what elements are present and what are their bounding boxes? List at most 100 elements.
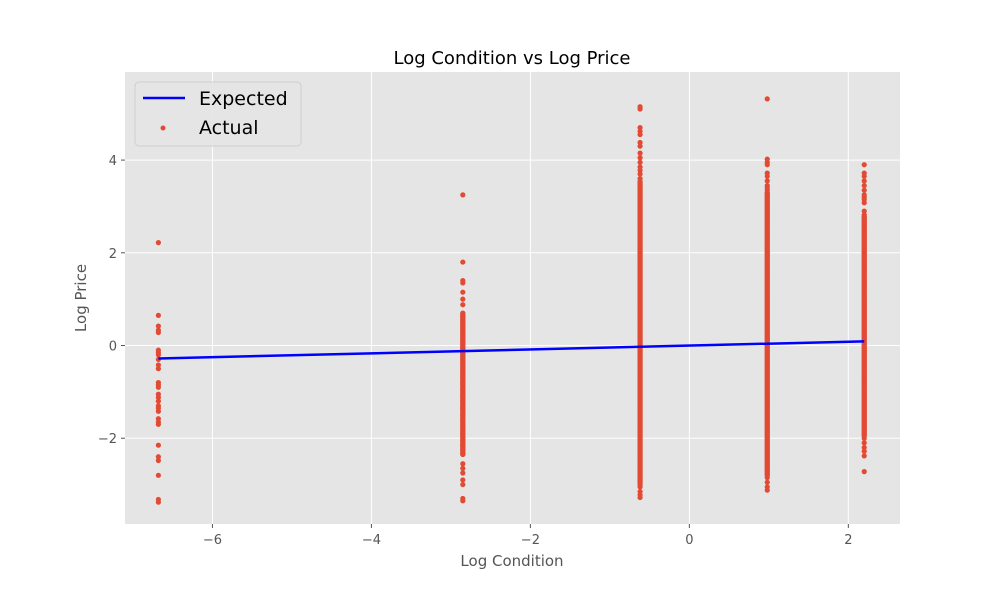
actual-point [460,325,466,331]
actual-point [460,351,466,357]
actual-point [861,453,867,459]
actual-point [460,393,466,400]
actual-point [460,375,466,381]
actual-point [637,494,643,501]
actual-point [155,323,161,329]
x-tick-label: −6 [203,533,222,548]
actual-point [155,421,161,427]
actual-point [460,289,466,295]
legend-actual-label: Actual [199,117,259,139]
actual-point [460,329,466,335]
actual-point [460,380,466,387]
actual-point [861,187,867,193]
actual-point [460,362,466,368]
plot-background [125,72,900,524]
y-tick-label: −2 [98,432,117,447]
legend: Expected Actual [134,81,302,147]
actual-point [637,167,643,173]
actual-point [460,405,466,411]
actual-point [460,442,466,448]
actual-point [861,435,867,441]
actual-point [460,368,466,374]
actual-point [460,437,466,444]
grid-lines [125,72,900,524]
actual-point [155,240,161,246]
actual-point [460,447,466,453]
y-tick-label: 2 [109,247,117,262]
actual-point [460,337,466,343]
actual-point [861,182,867,189]
tick-labels: −6 −4 −2 0 2 −2 0 2 4 [98,154,853,548]
actual-point [460,280,466,286]
actual-point [637,155,643,161]
actual-points [155,96,867,505]
actual-point [155,499,161,505]
actual-point [460,296,466,302]
actual-point [460,310,466,316]
actual-point [637,106,643,112]
actual-point [155,472,161,478]
expected-line-group [158,340,865,360]
actual-point [764,162,770,168]
actual-point [155,394,161,401]
actual-point [764,187,770,193]
actual-point [155,352,161,358]
expected-line [158,340,865,360]
actual-point [460,470,466,476]
actual-point [155,329,161,336]
actual-point [764,178,770,184]
actual-point [460,192,466,198]
actual-point [460,424,466,430]
y-axis-label: Log Price [72,264,90,332]
actual-point [155,398,161,404]
actual-point [460,431,466,437]
actual-point [861,444,867,451]
actual-point [764,475,770,481]
actual-point [460,477,466,483]
actual-point [637,159,643,165]
actual-point [460,418,466,424]
actual-point [155,408,161,414]
actual-point [155,384,161,390]
actual-point [637,484,643,490]
actual-point [460,412,466,418]
actual-point [460,451,466,458]
x-tick-label: 0 [685,533,693,548]
actual-point [637,171,643,177]
actual-point [637,143,643,149]
actual-point [460,317,466,323]
actual-point [764,479,770,485]
actual-point [861,200,867,206]
x-tick-label: −2 [521,533,540,548]
actual-point [637,150,643,156]
actual-point [861,208,867,214]
actual-point [460,498,466,504]
legend-actual-swatch [160,125,166,131]
actual-point [861,162,867,168]
actual-point [460,356,466,363]
actual-point [460,461,466,467]
actual-point [460,259,466,265]
actual-point [637,125,643,131]
actual-point [637,176,643,182]
actual-point [861,178,867,184]
actual-point [155,454,161,460]
actual-point [460,481,466,488]
actual-point [861,448,867,454]
actual-point [460,333,466,339]
actual-point [460,465,466,471]
actual-point [861,212,867,218]
actual-point [460,398,466,404]
actual-point [460,386,466,393]
actual-point [460,345,466,351]
actual-point [637,131,643,138]
actual-point [155,362,161,368]
actual-point [460,302,466,308]
chart-title: Log Condition vs Log Price [393,48,630,69]
actual-point [861,173,867,179]
actual-point [155,366,161,372]
x-axis-label: Log Condition [460,552,563,570]
actual-point [155,312,161,318]
actual-point [764,173,770,179]
